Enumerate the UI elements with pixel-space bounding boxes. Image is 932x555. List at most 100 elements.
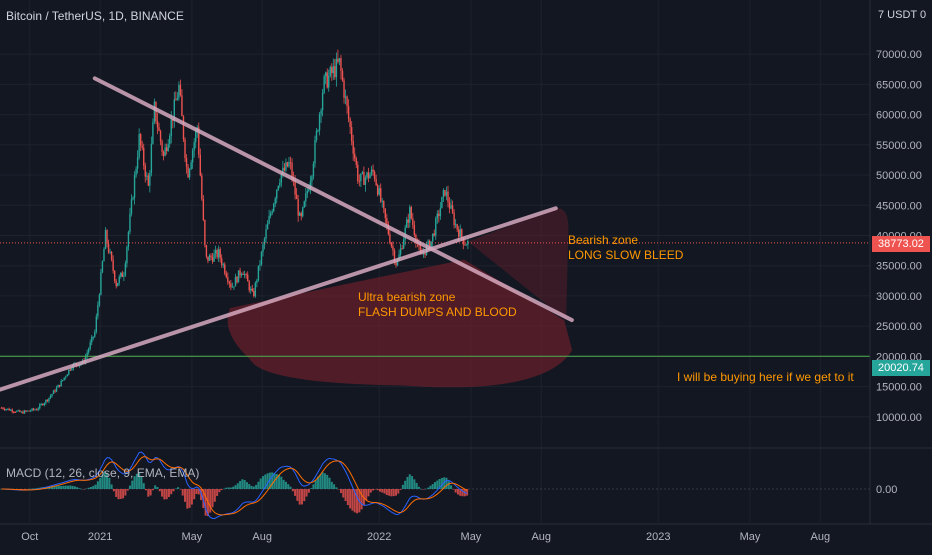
- candle-body: [107, 243, 110, 253]
- bearish-zone-subtitle: LONG SLOW BLEED: [568, 248, 684, 262]
- candle-body: [11, 409, 13, 412]
- candle-body: [341, 70, 344, 81]
- macd-label[interactable]: MACD (12, 26, close, 9, EMA, EMA): [6, 466, 200, 480]
- trendlines[interactable]: [0, 76, 574, 392]
- macd-histogram-bar: [232, 486, 235, 489]
- candle-body: [461, 229, 463, 238]
- candle-body: [305, 193, 307, 202]
- macd-histogram-bar: [216, 489, 219, 496]
- macd-histogram-bar: [333, 484, 336, 489]
- candle-body: [129, 213, 131, 232]
- macd-histogram-bar: [115, 489, 118, 497]
- candle-body: [283, 167, 286, 171]
- candle-body: [465, 244, 468, 246]
- macd-histogram-bar: [23, 489, 26, 490]
- candle-body: [172, 119, 174, 121]
- candle-body: [103, 248, 105, 262]
- macd-histogram-bar: [452, 489, 455, 490]
- candle-body: [126, 246, 128, 264]
- macd-histogram-bar: [422, 489, 425, 490]
- candle-body: [132, 197, 134, 200]
- candle-body: [265, 229, 267, 239]
- candle-body: [272, 203, 275, 212]
- candle-body: [236, 276, 238, 283]
- macd-histogram-bar: [186, 489, 189, 509]
- candle-body: [46, 399, 49, 402]
- x-tick-label: May: [740, 531, 761, 543]
- candle-body: [372, 169, 374, 172]
- currency-label[interactable]: 7 USDT 0: [878, 9, 927, 21]
- candle-body: [48, 397, 50, 402]
- candle-body: [95, 316, 98, 332]
- macd-histogram-bar: [225, 487, 228, 489]
- candle-body: [227, 277, 229, 282]
- macd-histogram-bar: [440, 477, 443, 489]
- candle-body: [109, 251, 111, 253]
- macd-histogram-bar: [163, 489, 166, 500]
- macd-histogram-bar: [296, 489, 299, 501]
- candle-body: [91, 337, 93, 343]
- candle-body: [308, 189, 310, 192]
- zones: [227, 208, 573, 388]
- macd-histogram-bar: [62, 485, 65, 489]
- macd-histogram-bar: [101, 474, 104, 489]
- macd-histogram-bar: [222, 488, 225, 490]
- macd-histogram-bar: [438, 479, 441, 489]
- candle-body: [269, 213, 272, 216]
- macd-histogram-bar: [170, 489, 173, 495]
- candle-body: [34, 409, 36, 411]
- candle-body: [37, 408, 39, 410]
- macd-histogram-bar: [436, 480, 439, 489]
- candle-body: [199, 154, 201, 176]
- candle-body: [110, 251, 113, 260]
- candle-body: [300, 213, 302, 217]
- candle-body: [361, 172, 364, 174]
- candle-body: [360, 173, 362, 182]
- macd-histogram-bar: [151, 489, 154, 491]
- macd-histogram-bar: [133, 476, 136, 489]
- macd-histogram-bar: [119, 489, 122, 499]
- candle-body: [253, 291, 255, 297]
- candle-body: [347, 106, 350, 119]
- y-tick-label: 25000.00: [876, 321, 922, 333]
- candle-body: [311, 176, 313, 182]
- candle-body: [17, 410, 20, 412]
- candle-body: [8, 408, 10, 411]
- candle-body: [29, 410, 32, 412]
- candle-body: [459, 229, 461, 237]
- candle-body: [335, 58, 338, 78]
- symbol-title[interactable]: Bitcoin / TetherUS, 1D, BINANCE: [6, 9, 184, 23]
- macd-signal-line: [1, 456, 468, 516]
- candle-body: [312, 163, 315, 177]
- macd-histogram-bar: [92, 485, 95, 489]
- candle-body: [242, 273, 244, 275]
- candle-body: [188, 169, 191, 178]
- macd-histogram-bar: [184, 489, 187, 502]
- candle-body: [323, 76, 325, 93]
- candle-body: [185, 158, 188, 167]
- candle-body: [173, 99, 176, 121]
- candle-body: [277, 185, 279, 190]
- y-tick-label: 70000.00: [876, 49, 922, 61]
- macd-histogram-bar: [323, 473, 326, 489]
- candle-body: [68, 369, 70, 375]
- candle-body: [384, 208, 387, 219]
- candle-body: [433, 233, 435, 236]
- macd-histogram-bar: [131, 480, 134, 489]
- macd-histogram-bar: [167, 489, 170, 497]
- candle-body: [208, 255, 211, 261]
- macd-histogram-bar: [55, 485, 58, 489]
- candle-body: [32, 408, 35, 410]
- candle-body: [143, 147, 145, 166]
- candle-body: [386, 218, 388, 225]
- macd-histogram-bar: [278, 474, 281, 489]
- macd-histogram-bar: [128, 485, 131, 489]
- candle-body: [94, 331, 96, 337]
- macd-histogram-bar: [427, 487, 430, 489]
- macd-histogram-bar: [126, 489, 129, 491]
- candle-body: [152, 122, 154, 144]
- candle-body: [54, 390, 56, 392]
- macd-histogram-bar: [28, 488, 31, 490]
